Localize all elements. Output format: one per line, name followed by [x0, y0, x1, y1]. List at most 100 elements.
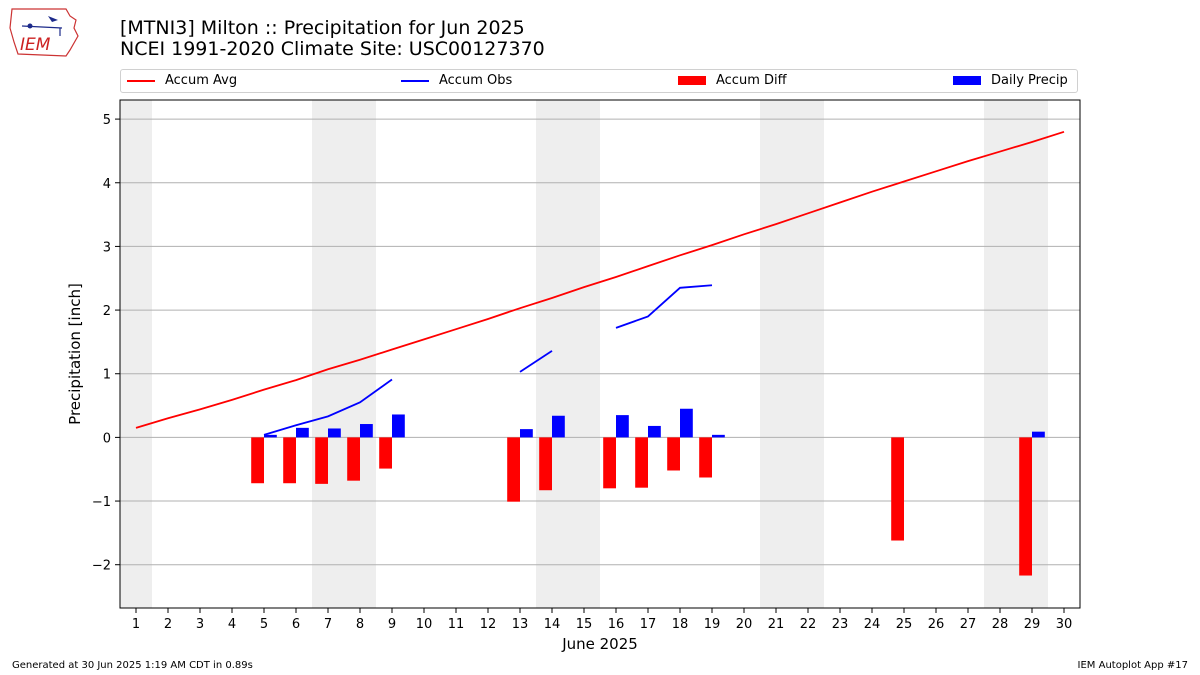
- precip-bar-day-9: [392, 414, 405, 438]
- weekend-shading: [120, 100, 1048, 608]
- xtick-label-22: 22: [800, 617, 817, 632]
- bar-series: [251, 408, 1045, 576]
- title-line-2: NCEI 1991-2020 Climate Site: USC00127370: [120, 38, 545, 60]
- xtick-label-6: 6: [292, 617, 300, 632]
- xtick-label-19: 19: [704, 617, 721, 632]
- diff-bar-day-29: [1019, 437, 1032, 576]
- shaded-span-4: [984, 100, 1048, 608]
- precip-bar-day-13: [520, 429, 533, 438]
- precip-bar-day-14: [552, 415, 565, 438]
- precip-bar-day-8: [360, 424, 373, 438]
- ytick-label--2: −2: [92, 559, 111, 574]
- legend-label-daily-precip: Daily Precip: [991, 73, 1068, 88]
- xtick-label-3: 3: [196, 617, 204, 632]
- xtick-label-21: 21: [768, 617, 785, 632]
- logo-text: IEM: [20, 35, 51, 55]
- ytick-label-5: 5: [103, 113, 111, 128]
- shaded-span-1: [312, 100, 376, 608]
- xtick-label-23: 23: [832, 617, 849, 632]
- legend-label-accum-obs: Accum Obs: [439, 73, 513, 88]
- diff-bar-day-8: [347, 437, 360, 481]
- grid-lines: [120, 118, 1080, 566]
- xtick-label-5: 5: [260, 617, 268, 632]
- legend-item-accum-obs: Accum Obs: [401, 73, 512, 88]
- ytick-label--1: −1: [92, 495, 111, 510]
- legend: Accum Avg Accum Obs Accum Diff Daily Pre…: [120, 69, 1078, 93]
- precip-bar-day-5: [264, 434, 277, 438]
- xtick-label-10: 10: [416, 617, 433, 632]
- app-credit: IEM Autoplot App #17: [1077, 660, 1188, 671]
- diff-bar-day-14: [539, 437, 552, 491]
- diff-bar-day-16: [603, 437, 616, 489]
- diff-bar-day-17: [635, 437, 648, 488]
- generated-note: Generated at 30 Jun 2025 1:19 AM CDT in …: [12, 660, 253, 671]
- diff-bar-day-9: [379, 437, 392, 469]
- x-axis-label: June 2025: [561, 635, 638, 653]
- y-axis-ticks: −2 −1 0 1 2 3 4 5: [92, 113, 120, 574]
- accum-avg-line-segment-0: [135, 130, 1065, 429]
- legend-swatch-daily-precip: [953, 76, 981, 85]
- diff-bar-day-6: [283, 437, 296, 484]
- y-axis-label: Precipitation [inch]: [66, 283, 84, 425]
- xtick-label-29: 29: [1024, 617, 1041, 632]
- xtick-label-8: 8: [356, 617, 364, 632]
- diff-bar-day-19: [699, 437, 712, 478]
- legend-swatch-accum-avg: [127, 79, 155, 82]
- precip-bar-day-18: [680, 408, 693, 438]
- accum-obs-line-segment-1: [519, 350, 553, 373]
- diff-bar-day-18: [667, 437, 680, 471]
- xtick-label-9: 9: [388, 617, 396, 632]
- diff-bar-day-25: [891, 437, 904, 541]
- xtick-label-2: 2: [164, 617, 172, 632]
- legend-swatch-accum-obs: [401, 79, 429, 82]
- legend-swatch-accum-diff: [678, 76, 706, 85]
- xtick-label-17: 17: [640, 617, 657, 632]
- ytick-label-4: 4: [103, 177, 111, 192]
- legend-label-accum-diff: Accum Diff: [716, 73, 787, 88]
- xtick-label-26: 26: [928, 617, 945, 632]
- legend-label-accum-avg: Accum Avg: [165, 73, 238, 88]
- xtick-label-4: 4: [228, 617, 236, 632]
- precip-bar-day-19: [712, 434, 725, 438]
- x-axis-ticks: 1 2 3 4 5 6 7 8 9 10 11 12 13 14 15 16 17 18 19 20 21 22 23 24 2…: [132, 608, 1072, 632]
- ytick-label-0: 0: [103, 431, 111, 446]
- xtick-label-25: 25: [896, 617, 913, 632]
- diff-bar-day-13: [507, 437, 520, 502]
- precip-bar-day-6: [296, 427, 309, 438]
- xtick-label-28: 28: [992, 617, 1009, 632]
- shaded-span-0: [120, 100, 152, 608]
- xtick-label-1: 1: [132, 617, 140, 632]
- xtick-label-7: 7: [324, 617, 332, 632]
- diff-bar-day-7: [315, 437, 328, 484]
- xtick-label-12: 12: [480, 617, 497, 632]
- title-line-1: [MTNI3] Milton :: Precipitation for Jun …: [120, 17, 525, 39]
- legend-item-daily-precip: Daily Precip: [953, 73, 1068, 88]
- precip-bar-day-29: [1032, 431, 1045, 438]
- iem-logo: IEM: [8, 6, 80, 58]
- xtick-label-11: 11: [448, 617, 465, 632]
- plot-frame: [119, 99, 1081, 609]
- legend-item-accum-diff: Accum Diff: [678, 73, 787, 88]
- diff-bar-day-5: [251, 437, 264, 484]
- accum-obs-line-segment-2: [615, 284, 713, 329]
- precip-bar-day-7: [328, 428, 341, 438]
- xtick-label-27: 27: [960, 617, 977, 632]
- ytick-label-2: 2: [103, 304, 111, 319]
- xtick-label-20: 20: [736, 617, 753, 632]
- chart-title: [MTNI3] Milton :: Precipitation for Jun …: [120, 18, 545, 60]
- xtick-label-24: 24: [864, 617, 881, 632]
- precip-bar-day-16: [616, 415, 629, 438]
- xtick-label-30: 30: [1056, 617, 1073, 632]
- shaded-span-3: [760, 100, 824, 608]
- xtick-label-15: 15: [576, 617, 593, 632]
- xtick-label-13: 13: [512, 617, 529, 632]
- xtick-label-14: 14: [544, 617, 561, 632]
- accum-obs-line-segment-0: [263, 378, 393, 436]
- xtick-label-16: 16: [608, 617, 625, 632]
- legend-item-accum-avg: Accum Avg: [127, 73, 237, 88]
- ytick-label-3: 3: [103, 240, 111, 255]
- precip-bar-day-17: [648, 425, 661, 438]
- ytick-label-1: 1: [103, 368, 111, 383]
- xtick-label-18: 18: [672, 617, 689, 632]
